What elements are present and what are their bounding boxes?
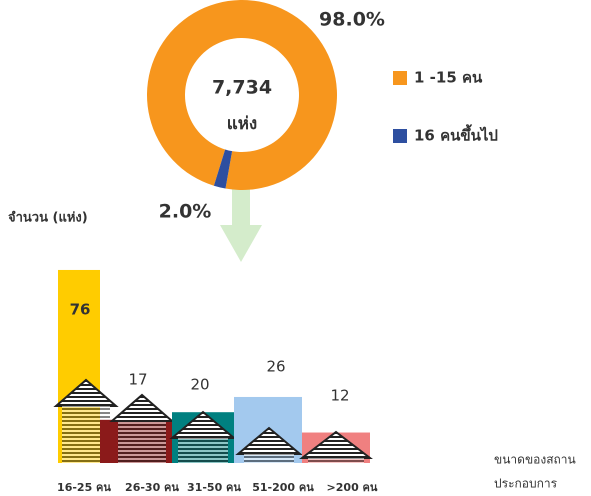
value-label: 20 [190,376,209,394]
x-tick-label: 26-30 คน [125,481,179,494]
x-tick-label: 31-50 คน [187,481,241,494]
house-wall [118,421,166,463]
arrow [220,180,262,262]
x-tick-label: >200 คน [327,481,378,494]
center-unit: แห่ง [227,114,257,134]
legend-swatch [393,71,407,85]
x-axis-label: ประกอบการ [494,477,558,491]
value-label: 26 [266,358,285,376]
house-wall [244,454,294,463]
donut-slice [146,0,337,190]
center-value: 7,734 [212,77,272,99]
y-axis-label: จำนวน (แห่ง) [8,210,88,226]
donut-slice [213,149,233,189]
legend-label: 1 -15 คน [414,69,483,87]
house-wall [178,438,228,463]
value-label: 2.0% [159,201,212,223]
value-label: 76 [70,301,91,319]
legend-swatch [393,129,407,143]
legend-label: 16 คนขึ้นไป [414,124,498,145]
value-label: 17 [128,371,147,389]
value-label: 12 [330,387,349,405]
house-roof [109,393,175,422]
x-tick-label: 51-200 คน [252,481,314,494]
x-axis-label: ขนาดของสถาน [494,453,576,467]
house-wall [308,458,364,463]
value-label: 98.0% [319,9,385,31]
x-tick-label: 16-25 คน [57,481,111,494]
